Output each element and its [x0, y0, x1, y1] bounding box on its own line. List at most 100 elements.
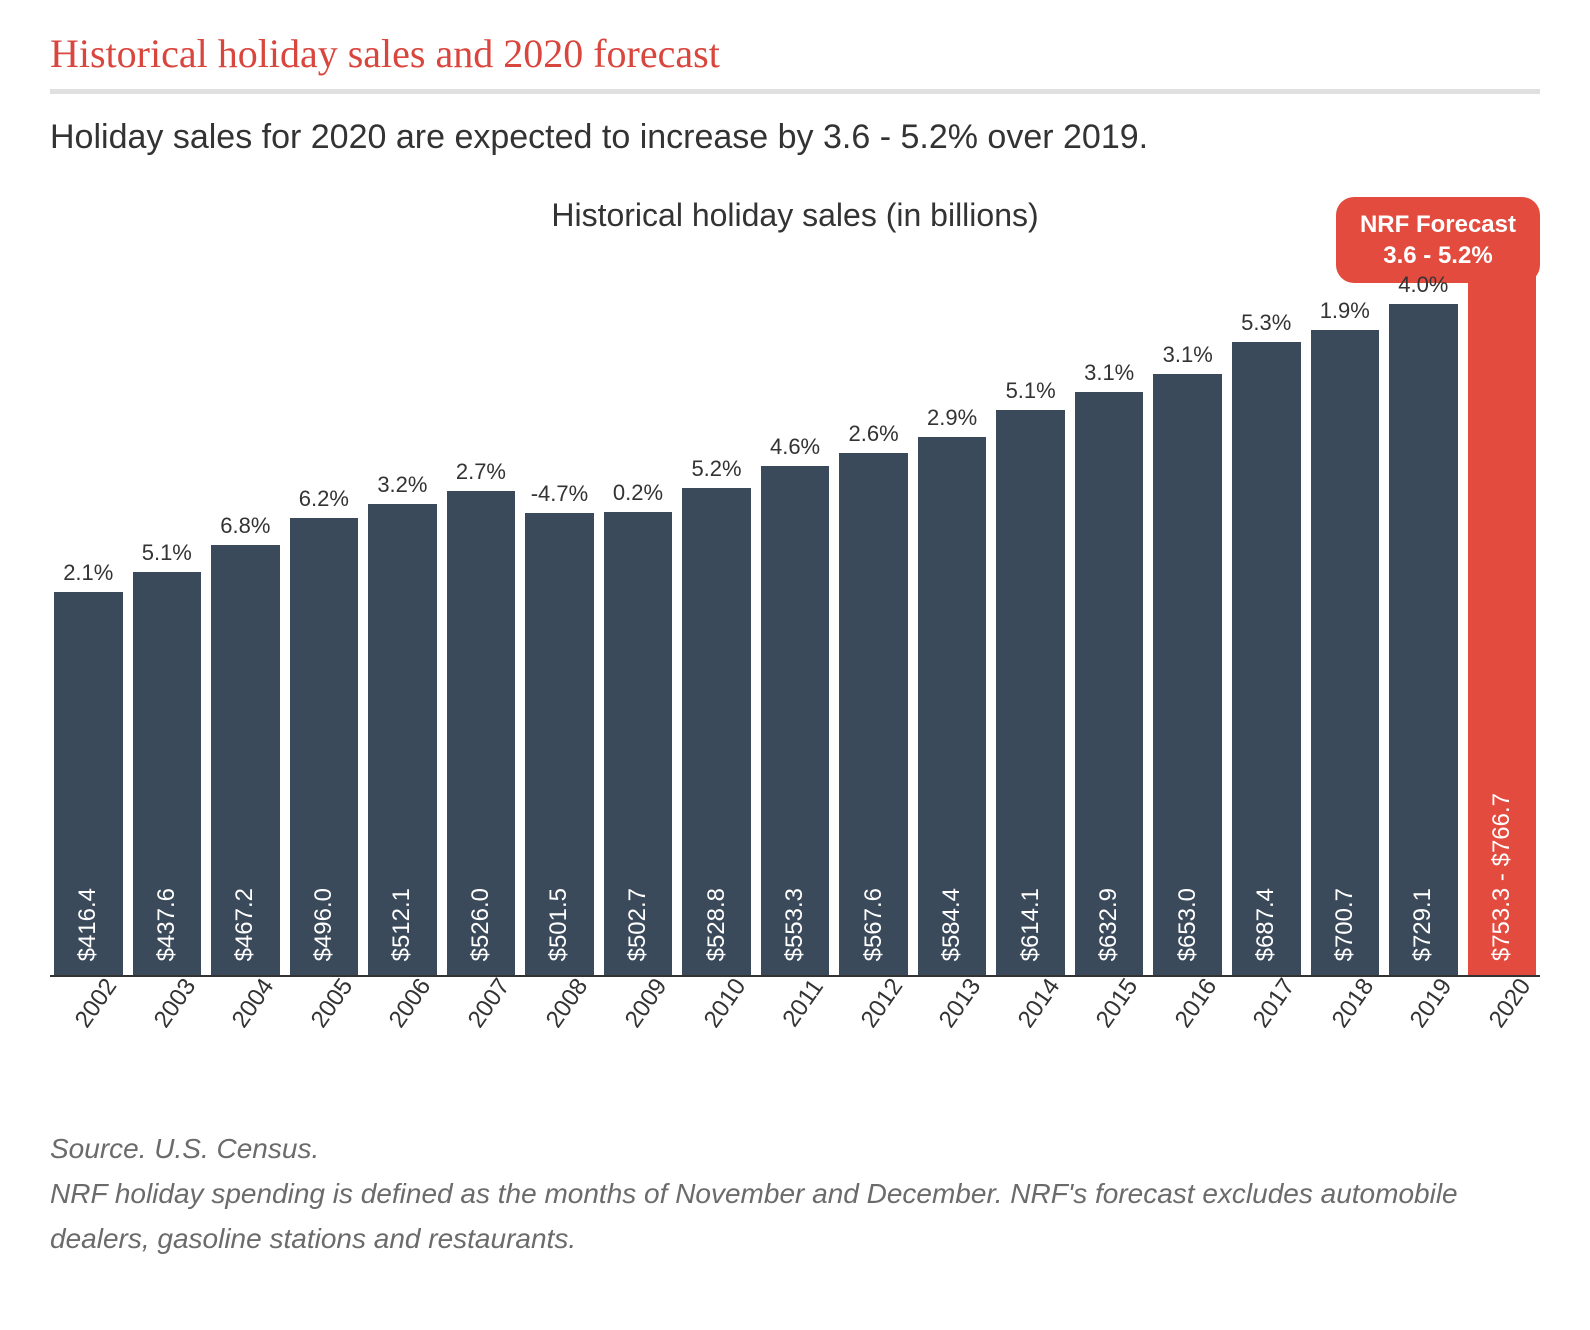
- x-axis-label: 2008: [541, 974, 595, 1034]
- x-axis-label: 2016: [1169, 974, 1223, 1034]
- x-axis-label: 2018: [1326, 974, 1380, 1034]
- x-axis-label: 2015: [1091, 974, 1145, 1034]
- x-axis-tick: 2018: [1311, 977, 1380, 1097]
- bar-column: 3.2% $512.1: [368, 257, 437, 975]
- bar-value-label: $567.6: [860, 874, 888, 975]
- x-axis-label: 2012: [855, 974, 909, 1034]
- x-axis-label: 2019: [1405, 974, 1459, 1034]
- bar: $501.5: [525, 513, 594, 975]
- bar-column: 2.1% $416.4: [54, 257, 123, 975]
- bar-value-label: $687.4: [1252, 874, 1280, 975]
- bar-pct-label: 2.9%: [927, 405, 977, 431]
- bar-value-label: $502.7: [624, 874, 652, 975]
- bar: $416.4: [54, 592, 123, 975]
- x-axis-tick: 2005: [290, 977, 359, 1097]
- bar-pct-label: 6.2%: [299, 486, 349, 512]
- bar-column: 2.9% $584.4: [918, 257, 987, 975]
- bar-column: 4.6% $553.3: [761, 257, 830, 975]
- x-axis-tick: 2016: [1153, 977, 1222, 1097]
- bar: $632.9: [1075, 392, 1144, 975]
- bar-column: 5.3%$687.4: [1232, 257, 1301, 975]
- x-axis-label: 2011: [777, 974, 830, 1032]
- bar-pct-label: 3.1%: [1084, 360, 1134, 386]
- bar-value-label: $553.3: [781, 874, 809, 975]
- bar-column: 0.2% $502.7: [604, 257, 673, 975]
- bar-pct-label: -4.7%: [531, 481, 588, 507]
- x-axis-label: 2010: [698, 974, 752, 1034]
- bar-value-label: $501.5: [545, 874, 573, 975]
- bar-pct-label: 4.6%: [770, 434, 820, 460]
- bar: $700.7: [1311, 330, 1380, 975]
- footnote-source: Source. U.S. Census.: [50, 1127, 1540, 1172]
- x-axis-tick: 2017: [1232, 977, 1301, 1097]
- x-axis: 2002 2003 2004 20052006 2007 2008 2009 2010 2011…: [50, 977, 1540, 1097]
- bars-area: 2.1% $416.4 5.1% $437.6 6.8%$467.2 6.2% $496.0…: [50, 257, 1540, 977]
- bar: $553.3: [761, 466, 830, 975]
- bar-value-label: $729.1: [1409, 874, 1437, 975]
- x-axis-tick: 2004: [211, 977, 280, 1097]
- bar-value-label: $467.2: [231, 874, 259, 975]
- x-axis-tick: 2011: [761, 977, 830, 1097]
- x-axis-tick: 2007: [447, 977, 516, 1097]
- bar-pct-label: 2.1%: [63, 560, 113, 586]
- x-axis-label: 2007: [463, 974, 517, 1034]
- bar: $584.4: [918, 437, 987, 975]
- x-axis-label: 2005: [305, 974, 359, 1034]
- bar-column: 6.8%$467.2: [211, 257, 280, 975]
- bar: $729.1: [1389, 304, 1458, 975]
- bar-value-label: $416.4: [74, 874, 102, 975]
- x-axis-tick: 2019: [1389, 977, 1458, 1097]
- bar-value-label: $753.3 - $766.7: [1488, 779, 1516, 975]
- bar: $653.0: [1153, 374, 1222, 975]
- bar-pct-label: 0.2%: [613, 480, 663, 506]
- x-axis-tick: 2015: [1075, 977, 1144, 1097]
- bar-value-label: $512.1: [388, 874, 416, 975]
- x-axis-label: 2004: [227, 974, 281, 1034]
- bar-pct-label: 3.2%: [377, 472, 427, 498]
- bar-column: 3.1% $653.0: [1153, 257, 1222, 975]
- bar-pct-label: 3.1%: [1163, 342, 1213, 368]
- x-axis-tick: 2009: [604, 977, 673, 1097]
- bar-column: 5.2%$528.8: [682, 257, 751, 975]
- bar-pct-label: 5.1%: [1006, 378, 1056, 404]
- bar-pct-label: 2.7%: [456, 459, 506, 485]
- bar-pct-label: 5.2%: [691, 456, 741, 482]
- x-axis-label: 2002: [70, 974, 124, 1034]
- bar-value-label: $496.0: [310, 874, 338, 975]
- bar: $687.4: [1232, 342, 1301, 975]
- x-axis-tick: 2012: [839, 977, 908, 1097]
- bar-column: $753.3 - $766.7: [1468, 257, 1537, 975]
- footnote-definition: NRF holiday spending is defined as the m…: [50, 1172, 1540, 1262]
- x-axis-label: 2009: [620, 974, 674, 1034]
- x-axis-tick: 2006: [368, 977, 437, 1097]
- footnotes: Source. U.S. Census. NRF holiday spendin…: [50, 1127, 1540, 1261]
- bar-value-label: $526.0: [467, 874, 495, 975]
- page-subtitle: Holiday sales for 2020 are expected to i…: [50, 118, 1540, 157]
- x-axis-tick: 2010: [682, 977, 751, 1097]
- x-axis-label: 2017: [1248, 974, 1302, 1034]
- bar-value-label: $437.6: [153, 874, 181, 975]
- bar-column: -4.7% $501.5: [525, 257, 594, 975]
- bar: $496.0: [290, 518, 359, 975]
- chart-container: Historical holiday sales (in billions) N…: [50, 197, 1540, 1097]
- bar: $614.1: [996, 410, 1065, 975]
- x-axis-tick: 2020: [1468, 977, 1537, 1097]
- bar-value-label: $614.1: [1017, 874, 1045, 975]
- bar-column: 4.0% $729.1: [1389, 257, 1458, 975]
- bar: $467.2: [211, 545, 280, 975]
- bar: $437.6: [133, 572, 202, 975]
- bar-pct-label: 4.0%: [1398, 272, 1448, 298]
- x-axis-tick: 2003: [133, 977, 202, 1097]
- bar-pct-label: 1.9%: [1320, 298, 1370, 324]
- x-axis-tick: 2002: [54, 977, 123, 1097]
- bar-value-label: $700.7: [1331, 874, 1359, 975]
- page-title: Historical holiday sales and 2020 foreca…: [50, 30, 1540, 77]
- x-axis-tick: 2008: [525, 977, 594, 1097]
- bar-value-label: $653.0: [1174, 874, 1202, 975]
- x-axis-label: 2003: [148, 974, 202, 1034]
- bar-forecast: $753.3 - $766.7: [1468, 275, 1537, 975]
- bar: $512.1: [368, 504, 437, 975]
- title-underline: [50, 89, 1540, 94]
- bar-column: 6.2% $496.0: [290, 257, 359, 975]
- x-axis-label: 2020: [1483, 974, 1537, 1034]
